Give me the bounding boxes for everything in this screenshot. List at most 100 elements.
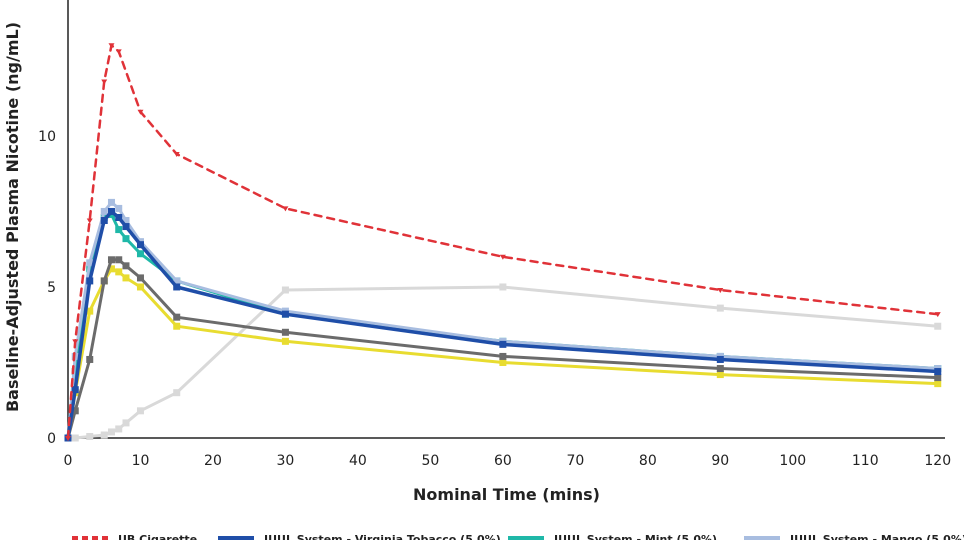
series-line — [66, 44, 940, 440]
x-tick-label: 20 — [204, 453, 222, 469]
data-point — [137, 109, 144, 115]
data-point — [281, 337, 289, 345]
data-point — [716, 304, 724, 312]
data-point — [716, 371, 724, 379]
x-tick-label: 0 — [64, 453, 73, 469]
data-point — [122, 223, 130, 231]
data-point — [86, 277, 94, 285]
data-point — [115, 226, 123, 234]
data-point — [173, 277, 181, 285]
data-point — [65, 436, 71, 441]
data-point — [122, 217, 130, 225]
data-point — [100, 277, 108, 285]
data-point — [499, 283, 507, 291]
data-point — [71, 386, 79, 394]
x-tick-label: 40 — [349, 453, 367, 469]
data-point — [934, 380, 942, 388]
series-1 — [64, 207, 942, 442]
data-point — [173, 389, 181, 397]
series-line — [66, 213, 940, 440]
data-point — [934, 368, 942, 376]
data-point — [107, 198, 115, 206]
data-point — [136, 241, 144, 249]
data-point — [173, 322, 181, 330]
legend-label: UB Cigarette — [118, 533, 197, 540]
data-point — [716, 355, 724, 363]
data-point — [71, 407, 79, 415]
y-axis-title: Baseline-Adjusted Plasma Nicotine (ng/mL… — [3, 22, 22, 412]
x-tick-label: 60 — [494, 453, 512, 469]
legend-label: JUUL System - Mint (5.0%) — [553, 533, 717, 540]
data-point — [86, 432, 94, 440]
data-point — [136, 283, 144, 291]
series-0 — [65, 43, 941, 441]
data-point — [101, 79, 108, 85]
data-point — [499, 254, 506, 260]
x-tick-label: 80 — [639, 453, 657, 469]
legend-label: JUUL System - Mango (5.0%) — [789, 533, 964, 540]
data-point — [122, 262, 130, 270]
x-tick-label: 100 — [779, 453, 806, 469]
data-point — [122, 419, 130, 427]
x-axis-title: Nominal Time (mins) — [413, 485, 600, 504]
data-point — [86, 355, 94, 363]
data-point — [136, 407, 144, 415]
data-point — [115, 425, 123, 433]
data-point — [107, 207, 115, 215]
data-point — [717, 287, 724, 293]
data-point — [115, 256, 123, 264]
data-point — [281, 328, 289, 336]
data-point — [115, 268, 123, 276]
data-point — [100, 207, 108, 215]
data-point — [173, 152, 180, 158]
series-layer — [64, 43, 942, 442]
data-point — [107, 428, 115, 436]
x-tick-label: 120 — [924, 453, 951, 469]
data-point — [86, 218, 93, 224]
y-tick-label: 5 — [47, 280, 56, 296]
data-point — [934, 312, 941, 318]
data-point — [72, 339, 79, 345]
data-point — [115, 204, 123, 212]
axes — [67, 0, 945, 439]
y-tick-label: 0 — [47, 431, 56, 447]
x-tick-label: 50 — [421, 453, 439, 469]
x-tick-label: 70 — [566, 453, 584, 469]
data-point — [282, 206, 289, 212]
data-point — [136, 274, 144, 282]
data-point — [499, 340, 507, 348]
data-point — [86, 307, 94, 315]
data-point — [100, 217, 108, 225]
data-point — [136, 250, 144, 258]
data-point — [173, 283, 181, 291]
y-axis-ticks: 0 5 10 — [38, 129, 56, 447]
data-point — [108, 43, 115, 49]
data-point — [107, 256, 115, 264]
series-2 — [64, 210, 942, 442]
y-tick-label: 10 — [38, 129, 56, 145]
x-tick-label: 90 — [711, 453, 729, 469]
data-point — [281, 310, 289, 318]
x-tick-label: 30 — [277, 453, 295, 469]
legend-label: JUUL System - Virginia Tobacco (5.0%) — [263, 533, 501, 540]
x-tick-label: 110 — [852, 453, 879, 469]
data-point — [86, 259, 94, 267]
data-point — [934, 322, 942, 330]
data-point — [122, 235, 130, 243]
data-point — [281, 286, 289, 294]
data-point — [499, 352, 507, 360]
data-point — [122, 274, 130, 282]
x-tick-label: 10 — [132, 453, 150, 469]
data-point — [173, 313, 181, 321]
data-point — [499, 358, 507, 366]
x-axis-ticks: 0 10 20 30 40 50 60 70 80 90 100 110 120 — [64, 453, 952, 469]
data-point — [115, 213, 123, 221]
data-point — [115, 49, 122, 55]
data-point — [71, 434, 79, 442]
series-line — [66, 209, 940, 440]
data-point — [100, 431, 108, 439]
data-point — [716, 365, 724, 373]
data-point — [107, 265, 115, 273]
